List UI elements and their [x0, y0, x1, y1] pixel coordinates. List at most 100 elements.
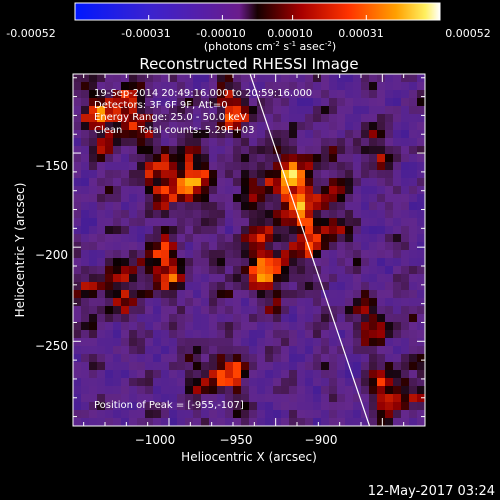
heatmap-cell	[241, 362, 250, 371]
heatmap-cell	[81, 202, 90, 211]
heatmap-cell	[265, 338, 274, 347]
heatmap-cell	[361, 98, 370, 107]
heatmap-cell	[185, 218, 194, 227]
heatmap-cell	[97, 418, 106, 426]
heatmap-cell	[169, 346, 178, 355]
heatmap-cell	[137, 338, 146, 347]
heatmap-cell	[369, 114, 378, 123]
heatmap-cell	[193, 418, 202, 426]
heatmap-cell	[401, 258, 410, 267]
heatmap-cell	[393, 282, 402, 291]
heatmap-cell	[193, 202, 202, 211]
heatmap-cell	[313, 146, 322, 155]
heatmap-cell	[169, 266, 178, 275]
heatmap-cell	[105, 274, 114, 283]
heatmap-cell	[89, 250, 98, 259]
heatmap-cell	[129, 178, 138, 187]
heatmap-cell	[225, 82, 234, 91]
heatmap-cell	[121, 154, 130, 163]
heatmap-cell	[345, 210, 354, 219]
heatmap-image	[73, 74, 425, 426]
heatmap-cell	[289, 346, 298, 355]
heatmap-cell	[361, 282, 370, 291]
heatmap-cell	[393, 274, 402, 283]
heatmap-cell	[321, 346, 330, 355]
heatmap-cell	[137, 186, 146, 195]
heatmap-cell	[145, 106, 154, 115]
heatmap-cell	[161, 250, 170, 259]
heatmap-cell	[289, 178, 298, 187]
heatmap-cell	[113, 370, 122, 379]
heatmap-cell	[113, 106, 122, 115]
heatmap-cell	[409, 362, 418, 371]
heatmap-cell	[273, 370, 282, 379]
heatmap-cell	[201, 178, 210, 187]
heatmap-cell	[73, 370, 82, 379]
heatmap-cell	[305, 138, 314, 147]
heatmap-cell	[305, 362, 314, 371]
heatmap-cell	[241, 274, 250, 283]
heatmap-cell	[265, 370, 274, 379]
heatmap-cell	[273, 202, 282, 211]
heatmap-cell	[113, 74, 122, 83]
heatmap-cell	[81, 82, 90, 91]
heatmap-cell	[185, 74, 194, 83]
heatmap-cell	[73, 114, 82, 123]
heatmap-cell	[209, 378, 218, 387]
heatmap-cell	[265, 186, 274, 195]
heatmap-cell	[177, 362, 186, 371]
heatmap-cell	[305, 410, 314, 419]
heatmap-cell	[177, 178, 186, 187]
heatmap-cell	[249, 402, 258, 411]
heatmap-cell	[297, 386, 306, 395]
colorbar-tick-label: 0.00010	[267, 27, 313, 40]
heatmap-cell	[257, 346, 266, 355]
heatmap-cell	[169, 130, 178, 139]
heatmap-cell	[89, 354, 98, 363]
heatmap-cell	[193, 282, 202, 291]
heatmap-cell	[369, 234, 378, 243]
heatmap-cell	[257, 202, 266, 211]
heatmap-cell	[161, 378, 170, 387]
heatmap-cell	[265, 194, 274, 203]
heatmap-cell	[401, 338, 410, 347]
heatmap-cell	[353, 130, 362, 139]
heatmap-cell	[289, 90, 298, 99]
heatmap-cell	[97, 314, 106, 323]
heatmap-cell	[169, 402, 178, 411]
heatmap-cell	[113, 154, 122, 163]
heatmap-cell	[153, 162, 162, 171]
heatmap-cell	[209, 186, 218, 195]
heatmap-cell	[305, 202, 314, 211]
heatmap-cell	[289, 322, 298, 331]
heatmap-cell	[417, 378, 425, 387]
heatmap-cell	[177, 210, 186, 219]
heatmap-cell	[233, 194, 242, 203]
heatmap-cell	[369, 298, 378, 307]
heatmap-cell	[401, 82, 410, 91]
heatmap-cell	[297, 170, 306, 179]
heatmap-cell	[89, 194, 98, 203]
heatmap-cell	[177, 290, 186, 299]
heatmap-cell	[281, 354, 290, 363]
heatmap-cell	[361, 130, 370, 139]
heatmap-cell	[161, 234, 170, 243]
heatmap-cell	[369, 346, 378, 355]
heatmap-cell	[201, 394, 210, 403]
heatmap-cell	[193, 378, 202, 387]
heatmap-cell	[337, 242, 346, 251]
heatmap-cell	[121, 194, 130, 203]
heatmap-cell	[353, 122, 362, 131]
heatmap-cell	[313, 362, 322, 371]
heatmap-cell	[153, 298, 162, 307]
heatmap-cell	[81, 322, 90, 331]
heatmap-cell	[297, 410, 306, 419]
heatmap-cell	[313, 386, 322, 395]
heatmap-cell	[305, 210, 314, 219]
heatmap-cell	[313, 170, 322, 179]
heatmap-cell	[273, 378, 282, 387]
heatmap-cell	[169, 386, 178, 395]
heatmap-cell	[241, 74, 250, 83]
info-clean-counts: Clean Total counts: 5.29E+03	[94, 125, 254, 136]
heatmap-cell	[217, 210, 226, 219]
